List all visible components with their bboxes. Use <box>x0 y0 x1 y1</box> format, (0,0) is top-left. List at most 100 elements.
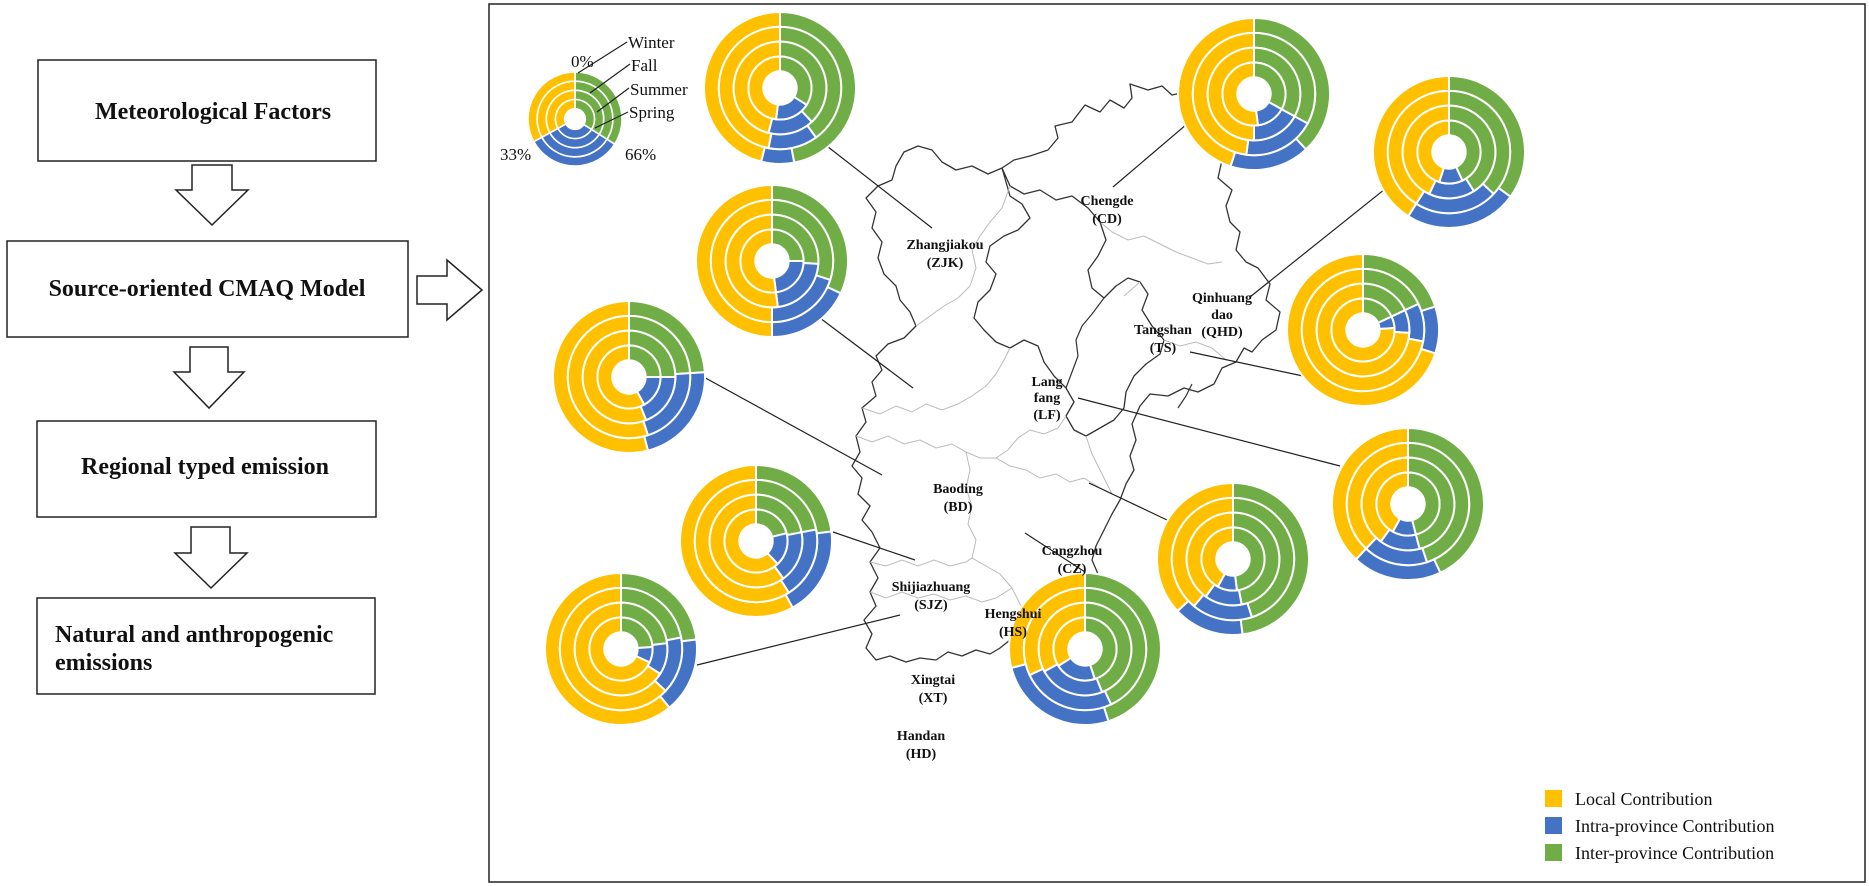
donut-hs <box>1008 571 1162 726</box>
leader-hs <box>1024 532 1086 573</box>
city-abbr-cz: (CZ) <box>1058 562 1087 577</box>
city-name-hd: Handan <box>897 729 945 744</box>
donut-lf <box>1331 426 1485 581</box>
map-panel-frame <box>488 3 1866 883</box>
key-pct-left: 33% <box>500 145 531 164</box>
donut-key-ring-4-local <box>554 98 576 130</box>
city-name-bd: Baoding <box>933 482 983 497</box>
key-pct-top: 0% <box>571 52 594 71</box>
flow-box-regional <box>36 420 377 518</box>
donut-sjz-ring-4-local <box>596 344 646 410</box>
down-arrow-1 <box>174 164 250 227</box>
city-abbr-xt: (XT) <box>919 691 948 706</box>
city-labels: Zhangjiakou (ZJK) Chengde (CD) Qinhuang … <box>892 194 1252 762</box>
city-abbr-hd: (HD) <box>906 747 937 762</box>
legend-swatch-local <box>1545 790 1562 807</box>
flow-box-meteorological-label: Meteorological Factors <box>95 99 331 125</box>
key-leader-winter <box>577 41 628 74</box>
donut-ts <box>1286 252 1440 407</box>
province-map <box>851 83 1281 663</box>
leader-cd <box>1112 123 1188 188</box>
flow-box-natural-label-2: emissions <box>55 650 152 676</box>
donut-hs-ring-4-local <box>1052 616 1086 668</box>
city-name-hs: Hengshui <box>985 607 1042 622</box>
key-pct-right: 66% <box>625 145 656 164</box>
leader-hd <box>696 614 901 666</box>
leader-sjz <box>699 374 883 476</box>
key-label-spring: Spring <box>629 103 675 122</box>
city-abbr-sjz: (SJZ) <box>914 598 948 613</box>
donut-ts-ring-4-local <box>1330 297 1396 363</box>
leader-bd <box>819 317 914 389</box>
donut-cz-ring-4-local <box>1200 526 1234 588</box>
legend-swatch-intra <box>1545 817 1562 834</box>
flow-box-cmaq <box>6 240 409 338</box>
city-name-lf: Lang <box>1031 375 1062 390</box>
donut-hs-ring-4-inter <box>1084 616 1118 681</box>
legend-swatch-inter <box>1545 844 1562 861</box>
key-leader-fall <box>589 63 631 94</box>
donut-cz <box>1156 481 1310 636</box>
city-abbr-hs: (HS) <box>999 625 1027 640</box>
donut-zjk <box>703 10 857 165</box>
donut-qhd <box>1372 74 1526 229</box>
leader-qhd <box>1249 172 1406 298</box>
flow-box-meteorological <box>37 59 377 162</box>
city-name-qhd: Qinhuang <box>1192 291 1252 306</box>
leader-cz <box>1088 482 1168 521</box>
legend-label-intra: Intra-province Contribution <box>1575 816 1774 836</box>
city-name-qhd-2: dao <box>1211 308 1233 323</box>
map-inner-border-tianjin <box>1065 297 1105 389</box>
key-label-fall: Fall <box>631 56 658 75</box>
key-label-winter: Winter <box>628 33 675 52</box>
city-name-lf-2: fang <box>1034 391 1060 406</box>
flow-box-natural <box>36 597 376 695</box>
key-leader-summer <box>596 87 630 113</box>
leader-ts <box>1189 351 1304 377</box>
city-abbr-lf: (LF) <box>1033 408 1061 423</box>
legend-label-inter: Inter-province Contribution <box>1575 843 1774 863</box>
leader-lf <box>1077 397 1341 467</box>
down-arrow-3 <box>173 526 249 590</box>
donut-sjz <box>552 299 706 454</box>
season-key-leaders <box>577 41 631 129</box>
donut-cz-ring-4-inter <box>1232 526 1266 592</box>
flow-box-cmaq-label: Source-oriented CMAQ Model <box>49 276 366 302</box>
flow-box-regional-label: Regional typed emission <box>81 454 329 480</box>
city-name-cz: Cangzhou <box>1042 544 1103 559</box>
map-city-boundaries <box>855 185 1227 621</box>
down-arrow-2 <box>172 346 246 410</box>
donut-key <box>527 71 623 167</box>
flow-box-natural-label: Natural and anthropogenic <box>55 622 334 648</box>
donut-zjk-ring-4-local <box>747 55 781 121</box>
map-coast-segment <box>1177 383 1193 409</box>
key-label-summer: Summer <box>630 80 688 99</box>
key-leader-spring <box>594 111 629 129</box>
donut-cd <box>1177 16 1331 171</box>
leader-lines <box>696 123 1406 666</box>
legend: Local Contribution Intra-province Contri… <box>1545 789 1774 863</box>
city-name-cd: Chengde <box>1081 194 1134 209</box>
donut-qhd-ring-4-local <box>1416 119 1450 184</box>
city-abbr-zjk: (ZJK) <box>927 256 964 271</box>
donut-hd-ring-4-local <box>588 616 651 682</box>
legend-label-local: Local Contribution <box>1575 789 1712 809</box>
donut-xt <box>679 463 833 618</box>
city-abbr-cd: (CD) <box>1092 212 1122 227</box>
donut-bd-ring-4-local <box>739 228 778 294</box>
city-name-xt: Xingtai <box>911 673 955 688</box>
city-name-sjz: Shijiazhuang <box>892 580 971 595</box>
leader-xt <box>832 531 916 561</box>
donut-hd <box>544 571 698 726</box>
donut-xt-ring-4-local <box>723 508 780 574</box>
donut-lf-ring-4-inter <box>1407 471 1441 536</box>
city-abbr-bd: (BD) <box>944 500 973 515</box>
city-abbr-ts: (TS) <box>1150 341 1177 356</box>
map-beijing-tianjin-border <box>973 167 1165 437</box>
donut-bd <box>695 183 849 339</box>
donut-charts <box>527 10 1526 726</box>
right-arrow <box>416 258 484 322</box>
leader-zjk <box>822 142 933 229</box>
donut-lf-ring-4-local <box>1375 471 1409 533</box>
